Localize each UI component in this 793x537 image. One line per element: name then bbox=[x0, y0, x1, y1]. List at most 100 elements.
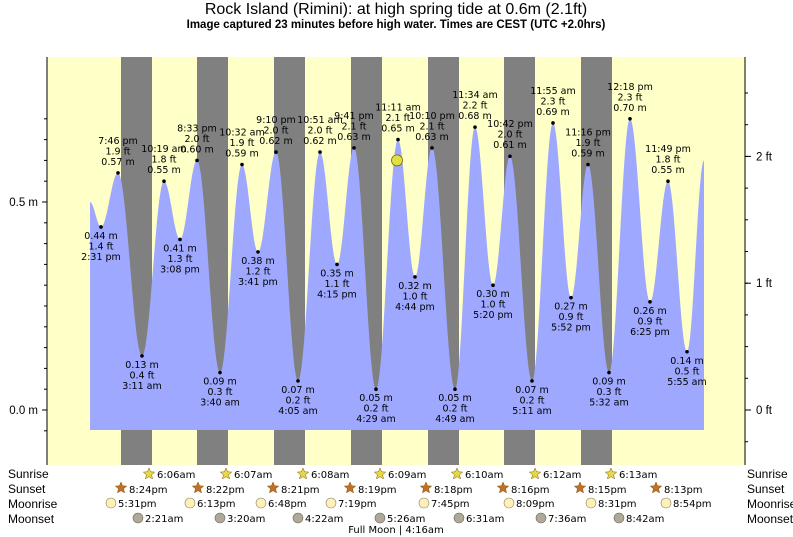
extreme-label-2-b: 1.9 ft bbox=[105, 146, 130, 157]
extreme-label-15-c: 4:29 am bbox=[356, 414, 395, 425]
right-tick-label-2: 0 ft bbox=[756, 405, 773, 417]
extreme-label-5-a: 0.41 m bbox=[163, 243, 196, 254]
moonrise-time-5: 7:45pm bbox=[431, 499, 470, 510]
extreme-label-4-a: 10:19 am bbox=[141, 144, 186, 155]
moonset-time-6: 7:36am bbox=[548, 514, 586, 525]
sunset-star-icon bbox=[191, 481, 205, 494]
moonset-icon bbox=[535, 512, 547, 524]
extreme-label-5-b: 1.3 ft bbox=[167, 254, 192, 265]
extreme-label-3-c: 3:11 am bbox=[122, 381, 161, 392]
extreme-label-26-a: 11:16 pm bbox=[565, 128, 611, 139]
sunset-star-icon bbox=[573, 481, 587, 494]
extreme-point-20 bbox=[473, 125, 477, 129]
row-label-moonrise-left: Moonrise bbox=[8, 497, 58, 511]
sunset-time-2: 8:22pm bbox=[206, 485, 245, 496]
moonrise-time-8: 8:54pm bbox=[673, 499, 712, 510]
extreme-label-18-a: 10:10 pm bbox=[409, 111, 455, 122]
extreme-label-2-a: 7:46 pm bbox=[98, 136, 138, 147]
moonset-icon bbox=[292, 512, 304, 524]
sunset-time-8: 8:13pm bbox=[664, 485, 703, 496]
extreme-label-17-a: 0.32 m bbox=[398, 281, 431, 292]
extreme-label-3-a: 0.13 m bbox=[125, 360, 158, 371]
extreme-point-10 bbox=[274, 150, 278, 154]
extreme-label-10-b: 2.0 ft bbox=[263, 126, 288, 137]
extreme-label-12-c: 0.62 m bbox=[303, 136, 336, 147]
extreme-point-29 bbox=[648, 300, 652, 304]
extreme-label-21-a: 0.30 m bbox=[476, 289, 509, 300]
extreme-label-21-c: 5:20 pm bbox=[473, 310, 513, 321]
extreme-label-16-b: 2.1 ft bbox=[385, 113, 410, 124]
tide-curve bbox=[90, 118, 704, 431]
extreme-label-15-b: 0.2 ft bbox=[363, 404, 388, 415]
extreme-label-19-c: 4:49 am bbox=[435, 414, 474, 425]
row-label-sunset-right: Sunset bbox=[747, 482, 785, 496]
extreme-label-30-a: 11:49 pm bbox=[645, 144, 691, 155]
extreme-label-24-b: 2.3 ft bbox=[540, 96, 565, 107]
moonrise-icon bbox=[585, 497, 597, 509]
extreme-label-7-b: 0.3 ft bbox=[207, 387, 232, 398]
extreme-label-14-b: 2.1 ft bbox=[341, 121, 366, 132]
extreme-point-16 bbox=[396, 137, 400, 142]
moonset-time-1: 2:21am bbox=[145, 514, 183, 525]
moon-phase-footer: Full Moon | 4:16am bbox=[348, 525, 444, 536]
extreme-label-7-a: 0.09 m bbox=[203, 377, 236, 388]
sunrise-star-icon bbox=[142, 467, 156, 480]
moonrise-time-7: 8:31pm bbox=[598, 499, 637, 510]
extreme-label-12-b: 2.0 ft bbox=[307, 126, 332, 137]
extreme-point-11 bbox=[296, 379, 300, 383]
extreme-label-6-a: 8:33 pm bbox=[177, 123, 217, 134]
sunset-star-icon bbox=[419, 481, 433, 494]
extreme-label-8-a: 10:32 am bbox=[219, 128, 264, 139]
extreme-label-28-a: 12:18 pm bbox=[607, 82, 653, 93]
tide-water-area bbox=[90, 118, 704, 431]
extreme-point-18 bbox=[430, 146, 434, 150]
extreme-label-23-b: 0.2 ft bbox=[519, 395, 544, 406]
row-label-moonset-right: Moonset bbox=[747, 512, 793, 526]
extreme-label-14-c: 0.63 m bbox=[337, 132, 370, 143]
extreme-label-19-a: 0.05 m bbox=[438, 393, 471, 404]
moonset-icon bbox=[453, 512, 465, 524]
moonrise-time-4: 7:19pm bbox=[338, 499, 377, 510]
extreme-label-9-a: 0.38 m bbox=[241, 256, 274, 267]
sunrise-time-1: 6:06am bbox=[157, 470, 195, 481]
sunrise-star-icon bbox=[604, 467, 618, 480]
extreme-label-26-c: 0.59 m bbox=[571, 149, 604, 160]
extreme-label-16-a: 11:11 am bbox=[375, 103, 420, 114]
extreme-label-31-b: 0.5 ft bbox=[674, 366, 699, 377]
extreme-label-8-b: 1.9 ft bbox=[229, 138, 254, 149]
sunset-star-icon bbox=[343, 481, 357, 494]
sunrise-time-2: 6:07am bbox=[234, 470, 272, 481]
extreme-label-22-a: 10:42 pm bbox=[487, 119, 533, 130]
sunset-star-icon bbox=[649, 481, 663, 494]
axes: 0.5 m 0.0 m 2 ft 1 ft 0 ft bbox=[9, 57, 773, 465]
moonset-time-2: 3:20am bbox=[227, 514, 265, 525]
extreme-label-14-a: 9:41 pm bbox=[334, 111, 374, 122]
extreme-point-9 bbox=[256, 250, 260, 254]
right-tick-label-0: 2 ft bbox=[756, 151, 773, 163]
moonrise-icon bbox=[325, 497, 337, 509]
moonset-time-4: 5:26am bbox=[387, 514, 425, 525]
extreme-point-31 bbox=[685, 349, 689, 354]
moonrise-icon bbox=[418, 497, 430, 509]
extreme-label-26-b: 1.9 ft bbox=[575, 138, 600, 149]
sunrise-star-icon bbox=[373, 467, 387, 480]
extreme-point-22 bbox=[508, 154, 512, 159]
chart-subtitle: Image captured 23 minutes before high wa… bbox=[187, 19, 606, 31]
extreme-label-3-b: 0.4 ft bbox=[129, 370, 154, 381]
extreme-label-15-a: 0.05 m bbox=[359, 393, 392, 404]
extreme-label-7-c: 3:40 am bbox=[200, 398, 239, 409]
moonset-time-3: 4:22am bbox=[305, 514, 343, 525]
sunrise-time-7: 6:13am bbox=[619, 470, 657, 481]
extreme-label-11-c: 4:05 am bbox=[278, 406, 317, 417]
extreme-label-1-a: 0.44 m bbox=[84, 231, 117, 242]
extreme-point-4 bbox=[162, 179, 166, 183]
extreme-label-20-a: 11:34 am bbox=[452, 90, 497, 101]
moonrise-icon bbox=[255, 497, 267, 509]
extreme-label-19-b: 0.2 ft bbox=[442, 404, 467, 415]
moonrise-time-2: 6:13pm bbox=[197, 499, 236, 510]
sunrise-star-icon bbox=[296, 467, 310, 480]
extreme-points: 0.44 m1.4 ft2:31 pm7:46 pm1.9 ft0.57 m0.… bbox=[81, 82, 707, 425]
extreme-label-29-a: 0.26 m bbox=[633, 306, 666, 317]
